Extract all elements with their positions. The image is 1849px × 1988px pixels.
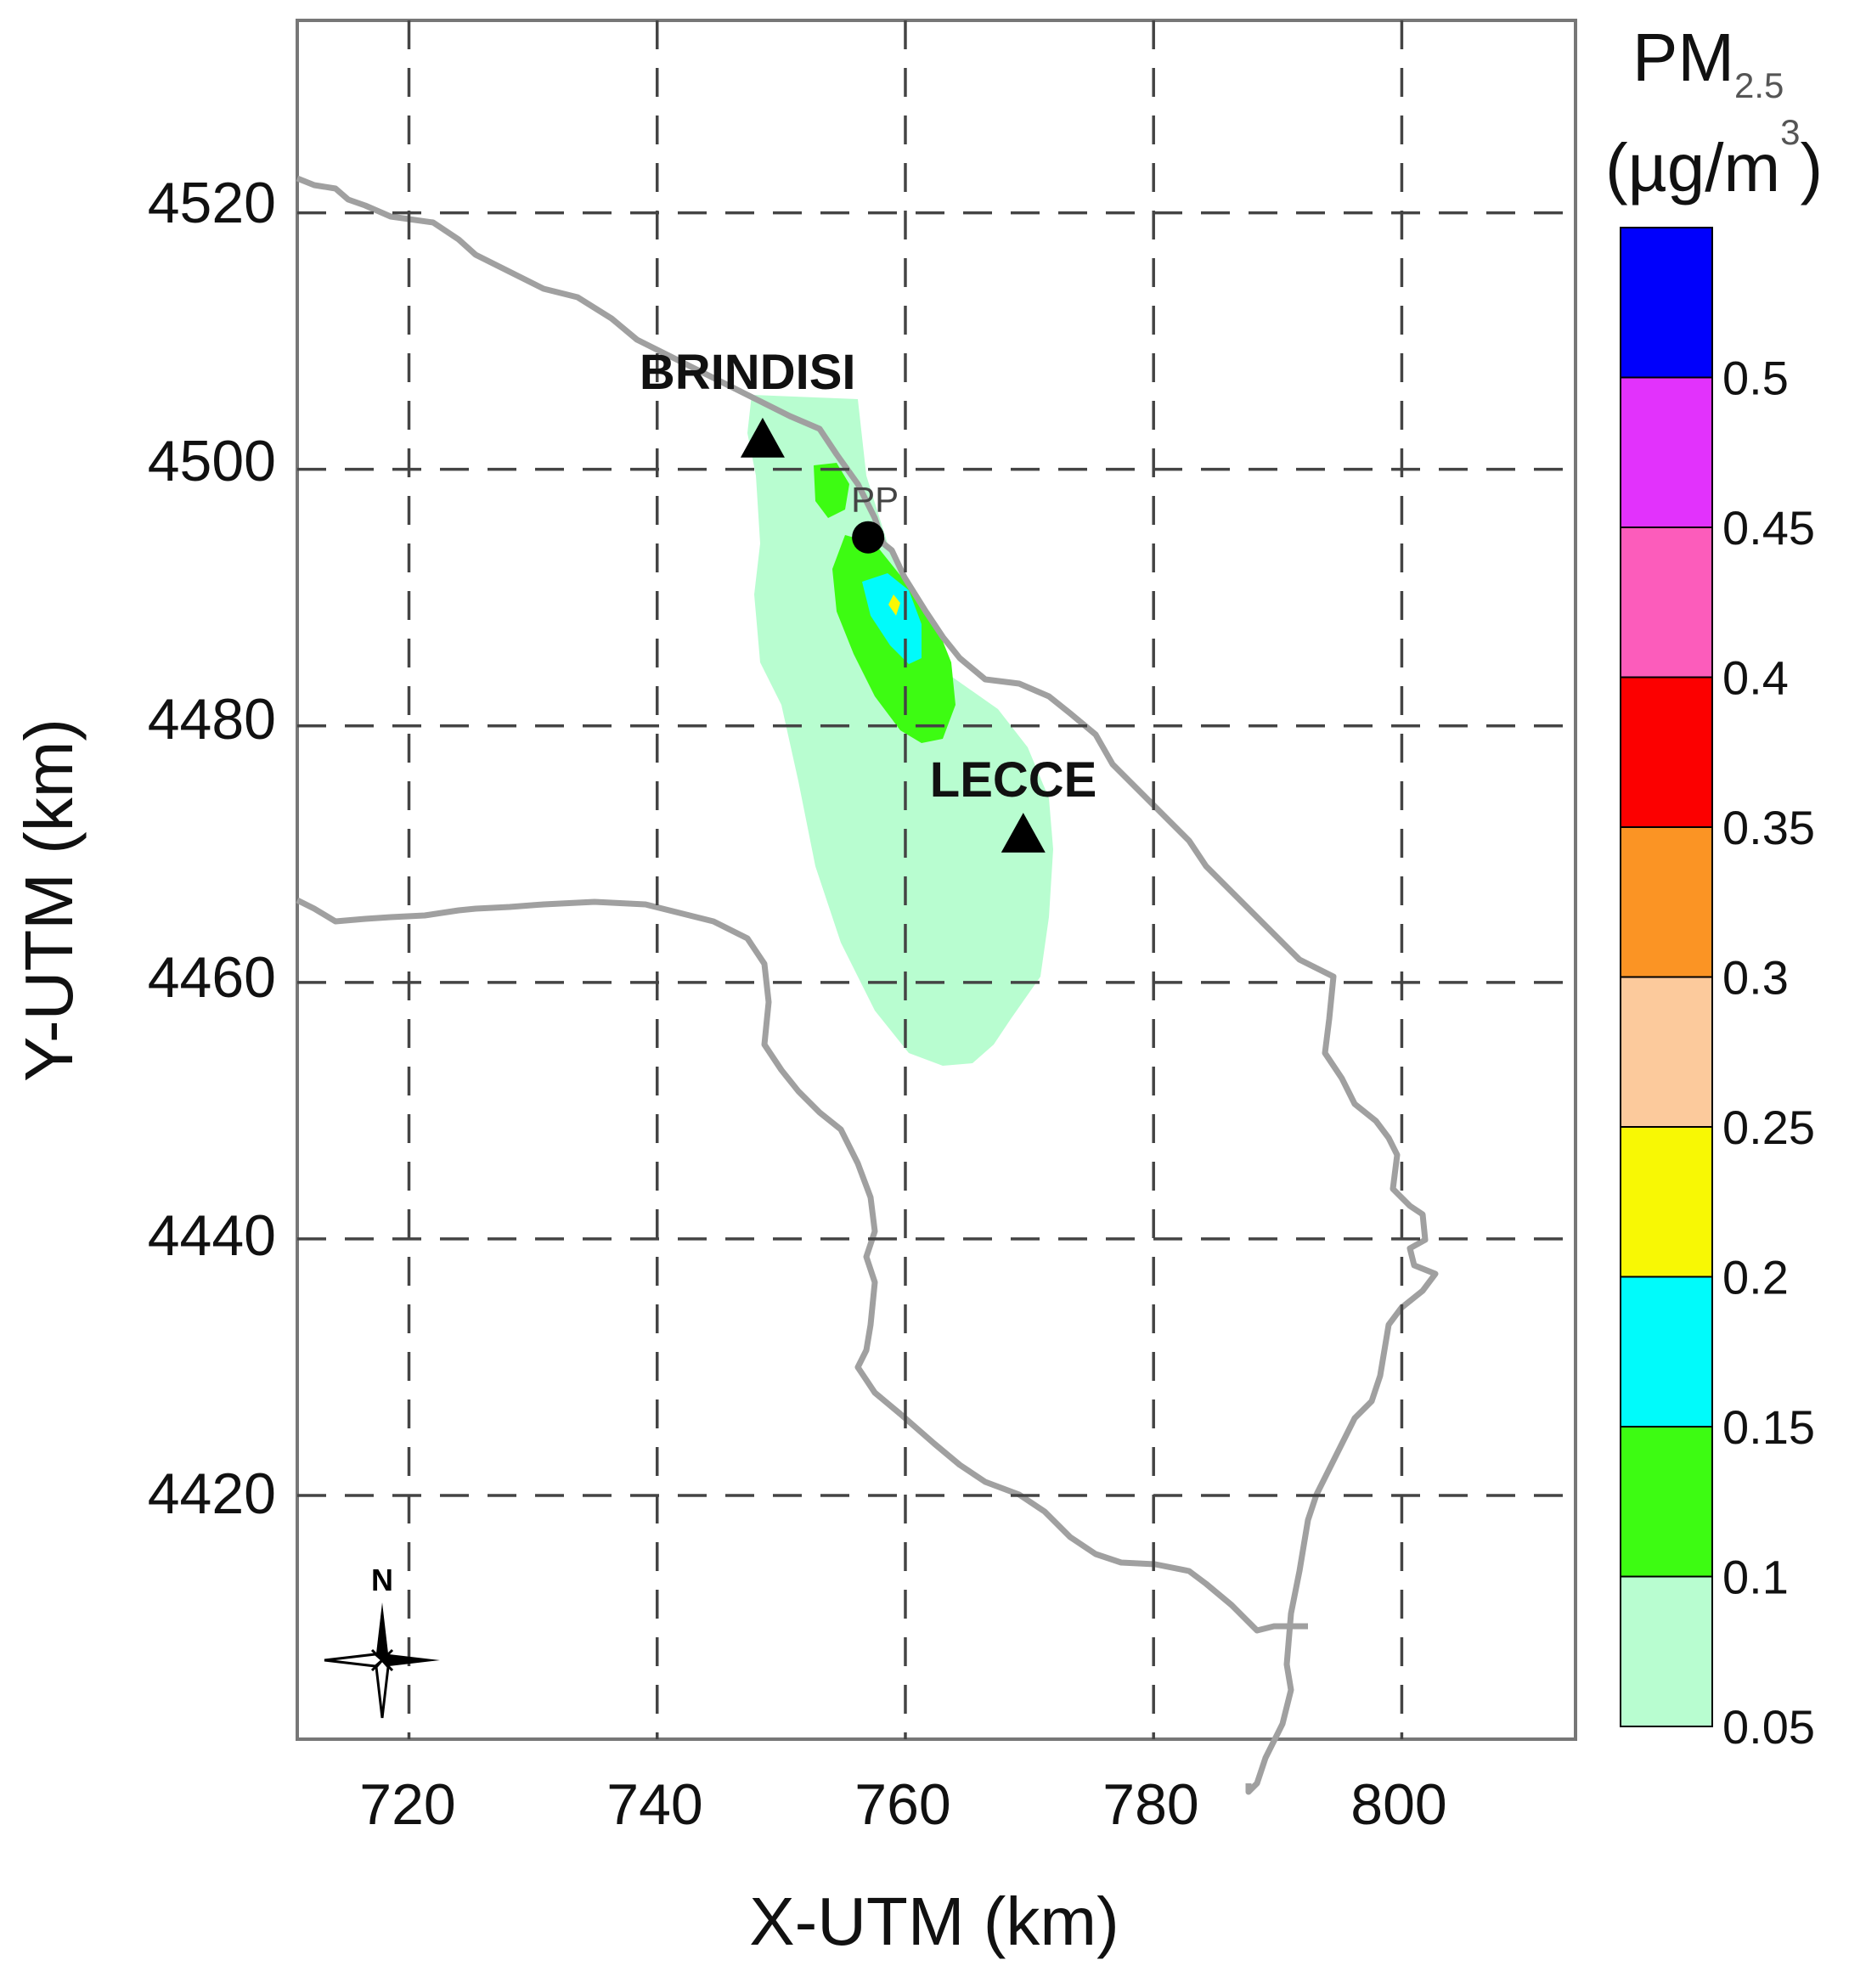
y-tick-label: 4440 — [148, 1203, 276, 1268]
x-tick-label: 800 — [1350, 1772, 1446, 1837]
colorbar-level-label: 0.05 — [1722, 1700, 1815, 1754]
colorbar-swatch — [1620, 676, 1713, 828]
y-tick-label: 4480 — [148, 687, 276, 752]
adriatic-coastline — [296, 175, 1439, 1795]
colorbar-level-label: 0.2 — [1722, 1251, 1789, 1304]
colorbar-level-label: 0.25 — [1722, 1101, 1815, 1154]
map-panel: BRINDISI LECCE PP N — [296, 19, 1577, 1795]
colorbar-swatch — [1620, 1575, 1713, 1727]
x-tick-label: 760 — [854, 1772, 950, 1837]
x-axis: 720 740 760 780 800 X-UTM (km) — [359, 1772, 1446, 1959]
y-tick-label: 4500 — [148, 429, 276, 493]
colorbar-unit-open: (µg/m — [1605, 130, 1780, 206]
colorbar-unit: (µg/m3) — [1605, 112, 1823, 206]
grid-lines — [297, 20, 1576, 1739]
x-tick-label: 780 — [1102, 1772, 1198, 1837]
north-arrow-icon: N — [324, 1563, 440, 1719]
power-plant-label: PP — [851, 480, 899, 520]
colorbar-unit-superscript: 3 — [1780, 112, 1800, 152]
lecce-city-marker — [1001, 813, 1046, 853]
y-tick-label: 4460 — [148, 945, 276, 1010]
colorbar-level-label: 0.35 — [1722, 801, 1815, 854]
brindisi-city-marker — [740, 417, 785, 458]
contour-0.2 — [888, 594, 900, 616]
x-tick-label: 740 — [606, 1772, 702, 1837]
ionian-coastline — [296, 897, 1308, 1634]
colorbar: PM2.5 (µg/m3) 0.050.10.150.20.250.30.350… — [1605, 20, 1823, 1754]
colorbar-swatch — [1620, 976, 1713, 1128]
colorbar-swatch — [1620, 1126, 1713, 1278]
colorbar-title-main: PM — [1632, 20, 1734, 95]
north-label: N — [371, 1563, 393, 1597]
colorbar-level-label: 0.15 — [1722, 1400, 1815, 1454]
colorbar-title: PM2.5 — [1632, 20, 1784, 105]
x-tick-label: 720 — [359, 1772, 455, 1837]
y-axis: 4520 4500 4480 4460 4440 4420 Y-UTM (km) — [11, 171, 276, 1526]
power-plant-marker — [852, 521, 885, 554]
colorbar-unit-close: ) — [1800, 130, 1823, 206]
colorbar-swatch — [1620, 227, 1713, 379]
colorbar-swatch — [1620, 527, 1713, 679]
colorbar-title-subscript: 2.5 — [1734, 65, 1784, 105]
colorbar-swatches: 0.05 0.1 0.15 0.2 0.25 0.3 0.35 0.4 0.45 0.5 — [1620, 227, 1815, 1754]
colorbar-swatch — [1620, 1426, 1713, 1578]
colorbar-level-label: 0.45 — [1722, 501, 1815, 555]
colorbar-level-label: 0.4 — [1722, 651, 1789, 705]
lecce-label: LECCE — [930, 752, 1097, 808]
brindisi-label: BRINDISI — [640, 345, 856, 400]
colorbar-swatch — [1620, 826, 1713, 978]
y-tick-label: 4520 — [148, 171, 276, 235]
y-axis-title: Y-UTM (km) — [11, 718, 87, 1082]
y-tick-label: 4420 — [148, 1461, 276, 1526]
x-axis-title: X-UTM (km) — [749, 1884, 1119, 1959]
colorbar-level-label: 0.5 — [1722, 352, 1789, 405]
colorbar-level-label: 0.3 — [1722, 951, 1789, 1005]
colorbar-swatch — [1620, 376, 1713, 528]
colorbar-swatch — [1620, 1276, 1713, 1428]
coastline — [296, 175, 1439, 1795]
colorbar-level-label: 0.1 — [1722, 1551, 1789, 1604]
markers: BRINDISI LECCE PP — [640, 345, 1096, 853]
